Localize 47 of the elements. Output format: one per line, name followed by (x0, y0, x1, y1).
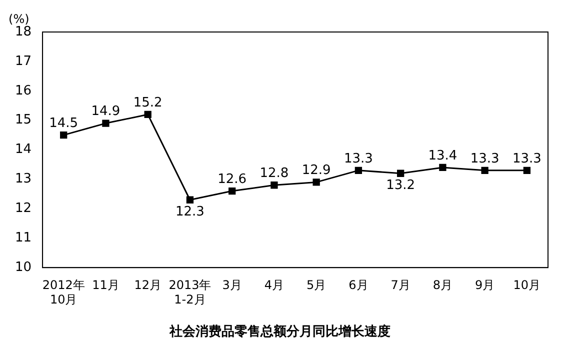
point (270, 182, 278, 189)
y-tick-label: 11 (14, 230, 32, 246)
x-tick-label: 2012年 10月 (42, 278, 85, 306)
data-label: 12.3 (175, 204, 204, 220)
y-tick-label: 10 (14, 260, 32, 275)
point (228, 187, 236, 195)
text: 社会消费品零售总额分月同比增长速度 (168, 324, 390, 340)
y-tick-label: 13 (14, 172, 32, 187)
y-tick-label: 16 (14, 83, 32, 98)
point (102, 120, 110, 127)
point (312, 178, 320, 186)
x-tick-label: 12月 (134, 278, 162, 292)
y-tick-label: 15 (14, 112, 32, 128)
x-tick-label: 10月 (513, 278, 541, 292)
data-label: 13.3 (470, 151, 500, 166)
y-tick-label: 12 (14, 201, 32, 216)
y-tick-label: 18 (14, 24, 32, 40)
point (60, 131, 68, 139)
y-tick-label: 17 (14, 54, 32, 69)
x-tick-label: 6月 (348, 278, 368, 292)
data-label: 13.3 (344, 151, 373, 166)
x-tick-label: 11月 (92, 278, 120, 292)
point (144, 110, 152, 118)
x-tick-label: 9月 (474, 278, 495, 292)
x-tick-label: 4月 (264, 278, 284, 292)
point (396, 170, 404, 177)
point (523, 166, 531, 174)
y-tick-label: 14 (14, 142, 32, 158)
data-label: 15.2 (133, 95, 162, 110)
data-label: 13.2 (386, 178, 416, 194)
point (481, 166, 488, 174)
data-label: 13.4 (428, 148, 458, 164)
x-tick-label: 5月 (306, 278, 326, 292)
point (439, 164, 446, 172)
y-axis-title: (%) (8, 12, 30, 26)
data-label: 14.9 (91, 104, 120, 120)
data-label: 13.3 (512, 151, 542, 166)
x-tick-label: 7月 (390, 278, 410, 292)
x-tick-label: 3月 (222, 278, 242, 292)
data-label: 12.8 (260, 166, 289, 182)
data-label: 12.9 (302, 163, 331, 178)
data-label: 12.6 (218, 172, 247, 187)
x-tick-label: 2013年 1-2月 (168, 278, 212, 306)
point (354, 166, 362, 174)
point (186, 196, 194, 204)
data-label: 14.5 (49, 116, 78, 131)
x-tick-label: 8月 (432, 278, 453, 292)
